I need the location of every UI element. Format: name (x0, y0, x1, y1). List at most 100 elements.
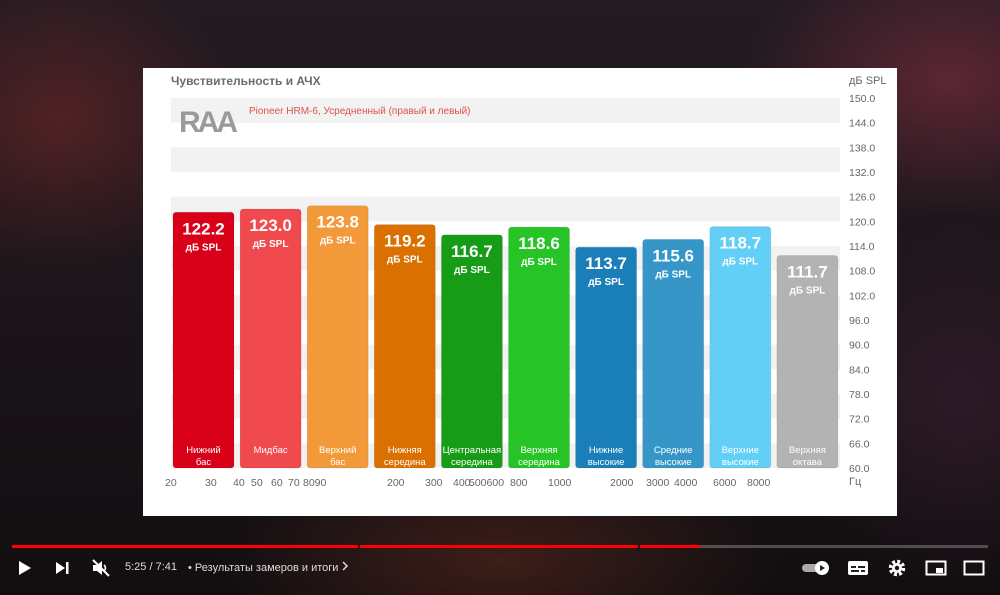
bar-category-label: Нижняя (388, 445, 422, 456)
bar-unit-label: дБ SPL (186, 242, 222, 253)
x-tick-label: 2000 (610, 477, 634, 489)
bar-category-label: середина (518, 457, 560, 468)
y-tick-label: 144.0 (849, 118, 875, 130)
x-tick-label: 20 (165, 477, 177, 489)
grid-band (171, 147, 840, 172)
bar-value-label: 119.2 (384, 232, 426, 251)
bar-value-label: 116.7 (451, 242, 493, 261)
bar-unit-label: дБ SPL (722, 257, 758, 268)
bar-category-label: середина (451, 457, 493, 468)
bar (239, 208, 302, 469)
bar-value-label: 118.6 (518, 234, 560, 253)
bar-category-label: высокие (722, 457, 759, 468)
x-tick-label: 50 (251, 477, 263, 489)
progress-bar[interactable] (12, 545, 988, 548)
bar-value-label: 122.2 (182, 219, 225, 238)
bar-category-label: Нижние (589, 445, 623, 456)
y-tick-label: 84.0 (849, 364, 870, 376)
chart: 150.0 144.0 138.0 132.0 126.0 120.0 114.0 108.0… (165, 93, 875, 489)
bar-unit-label: дБ SPL (454, 265, 490, 276)
bar (709, 226, 772, 469)
fullscreen-icon (963, 560, 985, 576)
chapter-bullet: • (188, 562, 192, 574)
bar-category-label: Верхняя (520, 445, 557, 456)
bar-value-label: 118.7 (719, 234, 761, 253)
y-tick-label: 108.0 (849, 266, 875, 278)
subtitles-button[interactable] (844, 556, 872, 580)
bar-value-label: 123.0 (249, 216, 292, 235)
bar-unit-label: дБ SPL (655, 269, 691, 280)
next-button[interactable] (50, 556, 74, 580)
play-icon (19, 561, 31, 575)
x-tick-label: 8090 (303, 477, 327, 489)
progress-played (12, 545, 701, 548)
x-tick-label: 300 (425, 477, 443, 489)
settings-button[interactable] (884, 556, 910, 580)
y-tick-label: 60.0 (849, 463, 870, 475)
chevron-right-icon (342, 561, 349, 571)
y-tick-label: 150.0 (849, 93, 875, 105)
next-icon (56, 562, 69, 574)
bar-category-label: Мидбас (254, 445, 288, 456)
bar-category-label: бас (330, 457, 346, 468)
bar-unit-label: дБ SPL (387, 255, 423, 266)
logo-text: RAA (179, 106, 237, 138)
y-axis-unit: дБ SPL (849, 75, 887, 87)
bar-category-label: Верхняя (789, 445, 826, 456)
fullscreen-button[interactable] (960, 556, 988, 580)
mute-button[interactable] (88, 556, 114, 580)
bar-unit-label: дБ SPL (253, 239, 289, 250)
bar-category-label: Центральная (443, 445, 502, 456)
y-tick-label: 102.0 (849, 290, 875, 302)
x-tick-label: 400 (453, 477, 471, 489)
grid-band (171, 98, 840, 123)
x-tick-label: 6000 (713, 477, 737, 489)
video-frame-slide: 150.0 144.0 138.0 132.0 126.0 120.0 114.0 108.0… (143, 68, 897, 516)
y-tick-label: 78.0 (849, 389, 870, 401)
bar-category-label: середина (384, 457, 426, 468)
bar-unit-label: дБ SPL (588, 277, 624, 288)
y-tick-label: 66.0 (849, 438, 870, 450)
x-tick-label: 200 (387, 477, 405, 489)
bar (575, 246, 638, 469)
autoplay-toggle[interactable] (800, 556, 832, 580)
x-tick-label: 4000 (674, 477, 698, 489)
chart-title: Чувствительность и АЧХ (171, 74, 321, 88)
time-display: 5:25 / 7:41 (125, 561, 177, 573)
bar-unit-label: дБ SPL (320, 236, 356, 247)
bar-category-label: Средние (654, 445, 693, 456)
x-tick-label: 60 (271, 477, 283, 489)
play-button[interactable] (12, 556, 36, 580)
x-tick-label: 3000 (646, 477, 670, 489)
bar-category-label: высокие (655, 457, 692, 468)
chapter-marker (638, 545, 640, 548)
chart-subtitle: Pioneer HRM-6, Усредненный (правый и лев… (249, 106, 471, 117)
bar-value-label: 111.7 (787, 262, 828, 281)
x-tick-label: 500600 (469, 477, 504, 489)
y-tick-label: 120.0 (849, 216, 875, 228)
autoplay-toggle-icon (802, 561, 829, 575)
raa-logo: RAA (179, 104, 241, 143)
bar (642, 238, 705, 469)
duration: 7:41 (155, 561, 178, 573)
bar-category-label: Нижний (186, 445, 220, 456)
bar (440, 234, 503, 469)
current-time: 5:25 (125, 561, 147, 573)
subtitles-icon (848, 561, 868, 575)
bar-category-label: высокие (588, 457, 625, 468)
y-tick-label: 114.0 (849, 241, 875, 253)
chapter-button[interactable]: • Результаты замеров и итоги (188, 561, 349, 574)
bar-category-label: Верхние (722, 445, 759, 456)
player-controls: 5:25 / 7:41 • Результаты замеров и итоги (0, 552, 1000, 586)
miniplayer-button[interactable] (922, 556, 950, 580)
bar-value-label: 115.6 (652, 246, 694, 265)
bar (172, 211, 235, 469)
y-tick-label: 138.0 (849, 142, 875, 154)
bar-category-label: бас (196, 457, 212, 468)
time-separator: / (149, 561, 153, 573)
x-tick-label: 8000 (747, 477, 771, 489)
y-tick-label: 132.0 (849, 167, 875, 179)
bar-unit-label: дБ SPL (521, 257, 557, 268)
y-tick-label: 96.0 (849, 315, 870, 327)
